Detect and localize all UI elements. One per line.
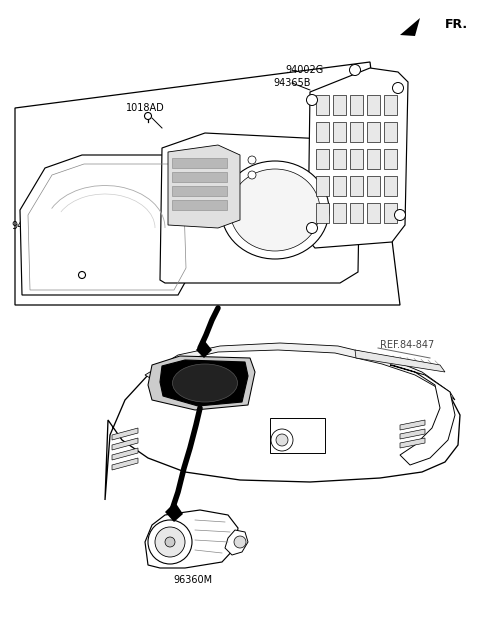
Text: 1018AD: 1018AD (126, 103, 164, 113)
Polygon shape (160, 360, 248, 406)
Polygon shape (400, 420, 425, 430)
Bar (367, 95, 380, 115)
Polygon shape (145, 510, 238, 568)
Bar (316, 176, 329, 196)
Text: REF.84-847: REF.84-847 (380, 340, 434, 350)
Circle shape (248, 156, 256, 164)
Text: 94120A: 94120A (78, 183, 115, 193)
Bar (384, 122, 397, 142)
Polygon shape (112, 448, 138, 460)
Bar (350, 203, 363, 223)
Polygon shape (165, 502, 183, 522)
Bar (384, 203, 397, 223)
Polygon shape (145, 343, 455, 400)
Circle shape (155, 527, 185, 557)
Bar (316, 149, 329, 169)
Circle shape (248, 171, 256, 179)
Bar (172, 186, 227, 196)
Circle shape (165, 537, 175, 547)
Bar (316, 203, 329, 223)
Bar (384, 149, 397, 169)
Polygon shape (148, 356, 255, 410)
Circle shape (234, 536, 246, 548)
Polygon shape (225, 530, 248, 555)
Circle shape (144, 112, 152, 119)
Circle shape (349, 65, 360, 75)
Bar (333, 149, 346, 169)
Ellipse shape (230, 169, 320, 251)
Bar (172, 200, 227, 210)
Text: 94360D: 94360D (12, 221, 50, 231)
Bar (384, 176, 397, 196)
Polygon shape (355, 350, 445, 372)
Bar (350, 122, 363, 142)
Circle shape (393, 82, 404, 93)
Bar (333, 176, 346, 196)
Polygon shape (160, 133, 360, 283)
Circle shape (395, 210, 406, 220)
Bar (367, 149, 380, 169)
Bar (333, 95, 346, 115)
Polygon shape (400, 18, 420, 36)
Circle shape (79, 272, 85, 279)
Text: FR.: FR. (445, 17, 468, 31)
Polygon shape (112, 438, 138, 450)
Polygon shape (196, 340, 212, 358)
Ellipse shape (172, 364, 238, 402)
Circle shape (271, 429, 293, 451)
Polygon shape (105, 345, 460, 500)
Bar (316, 122, 329, 142)
Bar (384, 95, 397, 115)
Circle shape (307, 95, 317, 105)
Bar (367, 176, 380, 196)
Circle shape (148, 520, 192, 564)
Text: 94363A: 94363A (63, 287, 101, 297)
Text: 96360M: 96360M (173, 575, 213, 585)
Bar (367, 203, 380, 223)
Bar (270, 418, 325, 453)
Text: 94365B: 94365B (273, 78, 311, 88)
Polygon shape (390, 365, 455, 465)
Bar (316, 95, 329, 115)
Text: 94002G: 94002G (286, 65, 324, 75)
Bar (350, 176, 363, 196)
Polygon shape (112, 458, 138, 470)
Polygon shape (112, 428, 138, 440)
Bar (172, 172, 227, 182)
Ellipse shape (221, 161, 329, 259)
Bar (172, 158, 227, 168)
Bar (367, 122, 380, 142)
Polygon shape (308, 68, 408, 248)
Bar (333, 203, 346, 223)
Circle shape (276, 434, 288, 446)
Bar (350, 95, 363, 115)
Circle shape (307, 222, 317, 233)
Polygon shape (400, 429, 425, 439)
Polygon shape (20, 155, 192, 295)
Bar (350, 149, 363, 169)
Polygon shape (168, 145, 240, 228)
Polygon shape (400, 438, 425, 448)
Bar (333, 122, 346, 142)
